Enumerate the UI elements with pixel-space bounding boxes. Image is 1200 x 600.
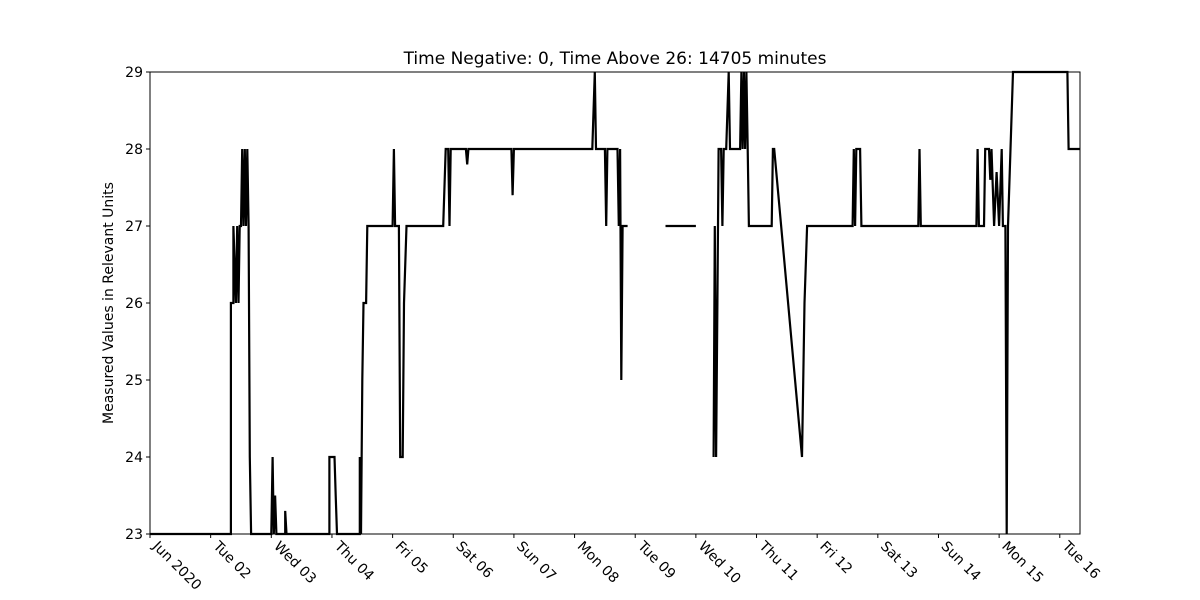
y-tick-label: 28 <box>125 142 143 158</box>
x-tick-label: Mon 08 <box>574 539 622 587</box>
x-tick-label: Tue 02 <box>209 538 254 583</box>
y-tick-label: 29 <box>125 65 143 81</box>
y-tick-label: 23 <box>125 527 143 543</box>
x-tick-label: Fri 12 <box>816 539 855 578</box>
x-tick-label: Tue 16 <box>1058 538 1103 583</box>
x-axis: Jun 2020 Tue 02 Wed 03 Thu 04 Fri 05 Sat 06 Su… <box>148 534 1103 594</box>
x-tick-label: Sun 14 <box>938 539 984 585</box>
plot-area <box>150 70 1080 536</box>
plot-frame <box>149 71 1081 535</box>
x-tick-label: Tue 09 <box>634 538 679 583</box>
x-tick-label: Jun 2020 <box>148 538 204 594</box>
x-tick-label: Thu 04 <box>330 538 376 584</box>
x-tick-label: Sat 13 <box>877 539 920 582</box>
y-tick-label: 25 <box>125 373 143 389</box>
y-tick-label: 27 <box>125 219 143 235</box>
series-line <box>712 70 1080 535</box>
x-tick-label: Sat 06 <box>452 539 495 582</box>
x-tick-label: Wed 03 <box>270 539 319 588</box>
chart-title: Time Negative: 0, Time Above 26: 14705 m… <box>403 49 827 69</box>
x-tick-label: Mon 15 <box>998 539 1046 587</box>
x-tick-label: Thu 11 <box>755 538 801 584</box>
y-tick-label: 24 <box>125 450 143 466</box>
x-tick-label: Sun 07 <box>513 539 559 585</box>
x-tick-label: Fri 05 <box>392 539 431 578</box>
y-axis: 23 24 25 26 27 28 29 <box>125 65 150 543</box>
x-tick-label: Wed 10 <box>695 539 744 588</box>
series-line <box>150 71 628 536</box>
y-axis-label: Measured Values in Relevant Units <box>101 182 117 424</box>
y-tick-label: 26 <box>125 296 143 312</box>
